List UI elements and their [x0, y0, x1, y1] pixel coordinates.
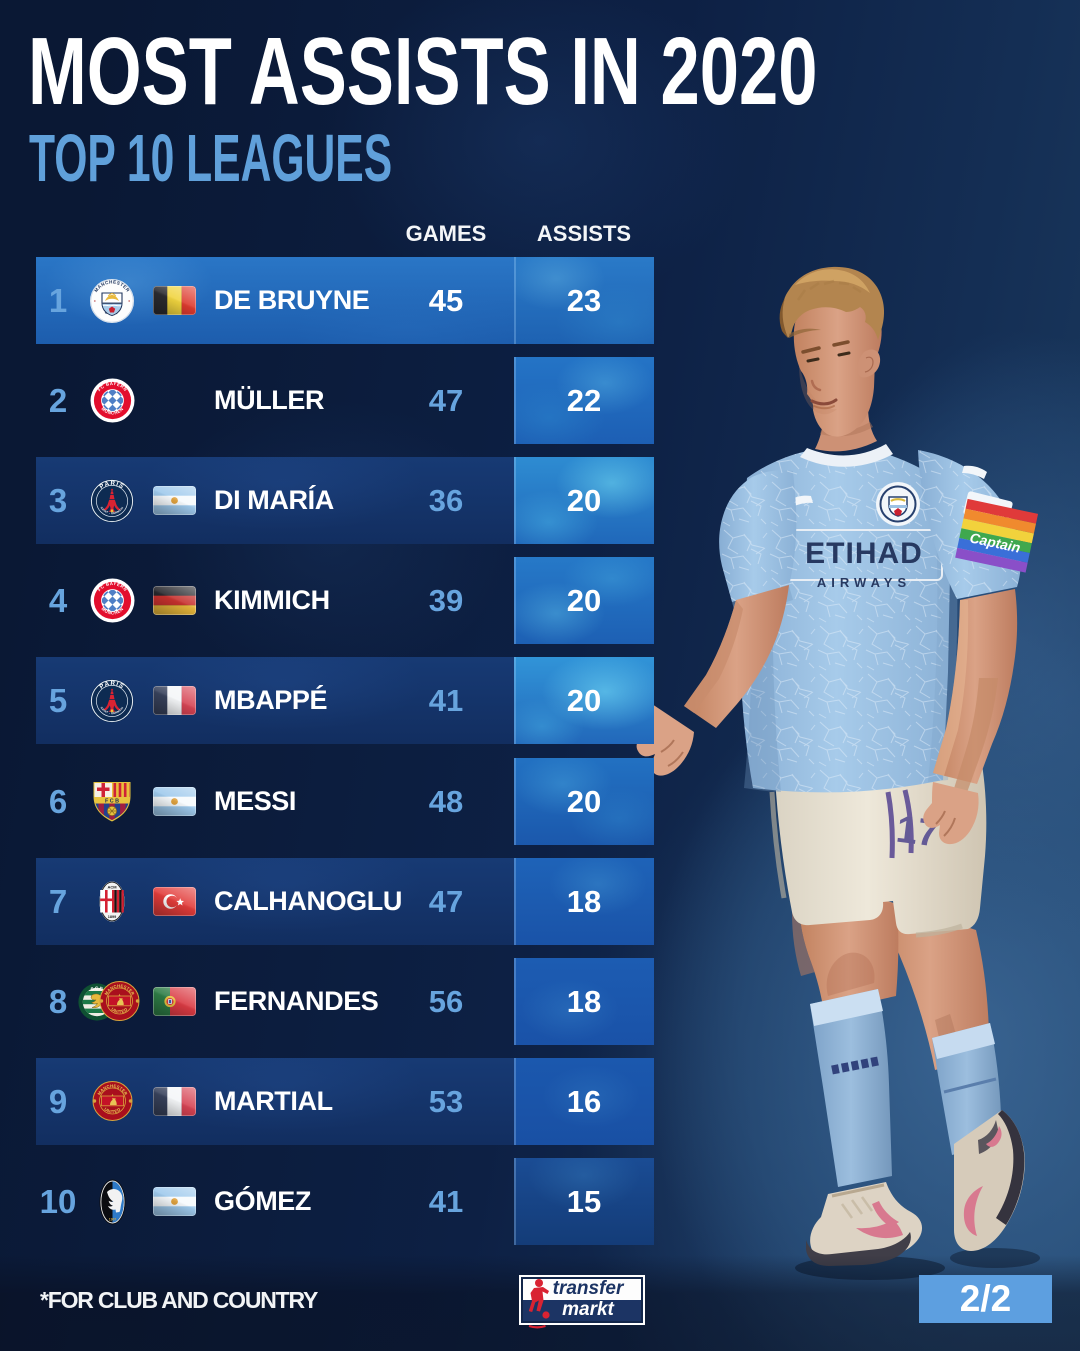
- svg-text:UNITED: UNITED: [110, 1006, 129, 1014]
- svg-text:SCP: SCP: [90, 985, 104, 991]
- svg-text:F C B: F C B: [105, 798, 119, 804]
- svg-text:PARIS: PARIS: [98, 679, 125, 690]
- svg-text:MÜNCHEN: MÜNCHEN: [100, 406, 124, 415]
- svg-text:PARIS: PARIS: [98, 479, 125, 490]
- svg-text:MÜNCHEN: MÜNCHEN: [100, 606, 124, 615]
- svg-text:UNITED: UNITED: [103, 1106, 122, 1114]
- svg-text:1899: 1899: [108, 915, 116, 919]
- svg-text:AIRWAYS: AIRWAYS: [817, 575, 911, 590]
- svg-text:ETIHAD: ETIHAD: [805, 537, 923, 570]
- svg-text:ACM: ACM: [107, 885, 117, 890]
- svg-text:1907: 1907: [108, 1217, 116, 1221]
